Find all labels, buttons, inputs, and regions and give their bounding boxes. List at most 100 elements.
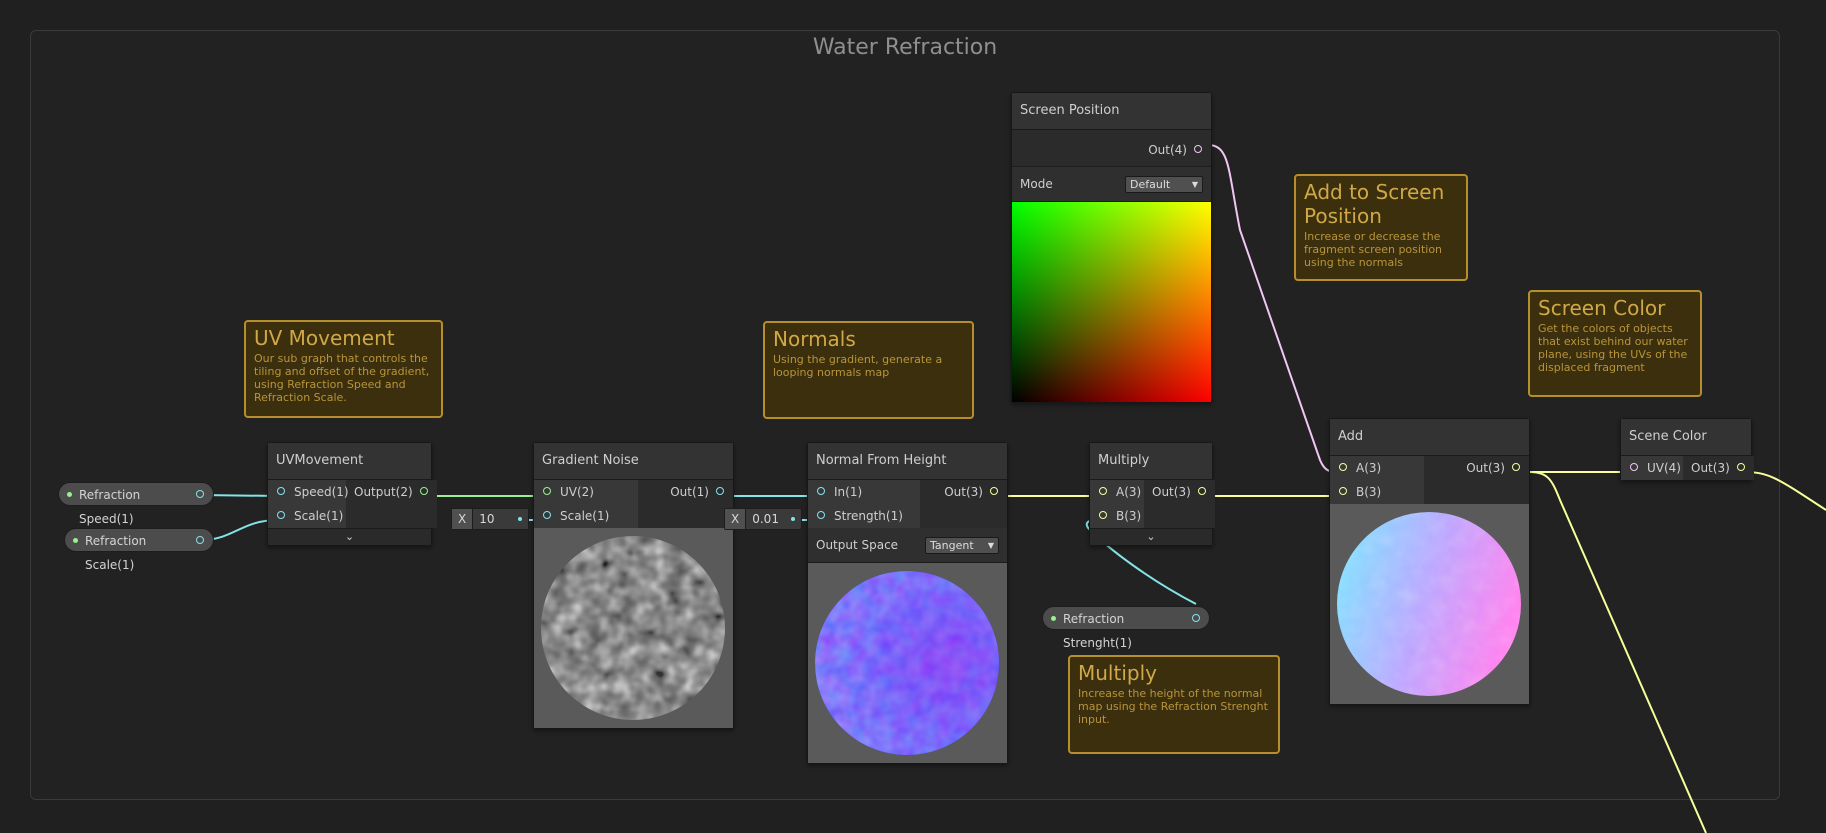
chevron-down-icon[interactable]: ⌄ <box>268 528 431 545</box>
sticky-screen-color[interactable]: Screen Color Get the colors of objects t… <box>1528 290 1702 397</box>
port-dot-icon[interactable] <box>277 511 285 519</box>
property-label: Refraction Strenght(1) <box>1063 612 1132 650</box>
output-port[interactable]: Out(3) <box>920 480 1007 504</box>
port-dot-icon[interactable] <box>1736 463 1745 471</box>
property-output-port[interactable] <box>196 536 204 544</box>
port-label: UV(2) <box>560 485 594 499</box>
property-dot <box>73 538 78 543</box>
port-label: Out(3) <box>944 485 983 499</box>
sticky-title[interactable]: Normals <box>773 327 856 351</box>
sticky-title[interactable]: Multiply <box>1078 661 1157 685</box>
port-dot-icon[interactable] <box>1099 487 1107 495</box>
port-label: Out(3) <box>1691 461 1730 475</box>
sticky-normals[interactable]: Normals Using the gradient, generate a l… <box>763 321 974 419</box>
port-dot-icon[interactable] <box>1339 463 1347 471</box>
port-dot-icon[interactable] <box>716 487 724 495</box>
mode-dropdown[interactable]: Default ▼ <box>1125 175 1203 193</box>
inline-axis-label: X <box>452 509 474 529</box>
node-title[interactable]: Multiply <box>1090 443 1212 480</box>
inline-number-field[interactable]: 10 <box>479 512 495 526</box>
normal-sphere-preview <box>815 571 999 755</box>
node-scene-color[interactable]: Scene Color UV(4) Out(3) <box>1620 418 1754 481</box>
property-label: Refraction Scale(1) <box>85 534 147 572</box>
port-label: Scale(1) <box>560 509 610 523</box>
node-title[interactable]: Add <box>1330 419 1529 456</box>
sticky-multiply[interactable]: Multiply Increase the height of the norm… <box>1068 655 1280 754</box>
port-dot-icon[interactable] <box>1512 463 1520 471</box>
node-title[interactable]: Gradient Noise <box>534 443 733 480</box>
port-label: In(1) <box>834 485 863 499</box>
sticky-body[interactable]: Get the colors of objects that exist beh… <box>1538 322 1688 374</box>
property-output-port[interactable] <box>196 490 204 498</box>
input-port-scale[interactable]: Scale(1) <box>534 504 638 528</box>
node-gradient-noise[interactable]: Gradient Noise UV(2) Scale(1) Out(1) <box>533 442 734 729</box>
port-label: Out(3) <box>1152 485 1191 499</box>
property-output-port[interactable] <box>1192 614 1200 622</box>
port-dot-icon[interactable] <box>1339 487 1347 495</box>
output-port[interactable]: Out(4) <box>1012 138 1211 162</box>
property-refraction-speed[interactable]: Refraction Speed(1) <box>58 482 214 526</box>
input-port-scale[interactable]: Scale(1) <box>268 504 346 528</box>
property-refraction-strength[interactable]: Refraction Strenght(1) <box>1042 606 1210 650</box>
input-port-b[interactable]: B(3) <box>1330 480 1424 504</box>
sticky-uv-movement[interactable]: UV Movement Our sub graph that controls … <box>244 320 443 418</box>
port-dot-icon[interactable] <box>1630 463 1638 471</box>
group-title[interactable]: Water Refraction <box>812 35 998 60</box>
port-dot-icon[interactable] <box>1197 487 1206 495</box>
port-dot-icon[interactable] <box>277 487 285 495</box>
input-port-b[interactable]: B(3) <box>1090 504 1144 528</box>
port-label: B(3) <box>1356 485 1382 499</box>
inline-port-dot <box>518 517 522 521</box>
port-dot-icon[interactable] <box>990 487 998 495</box>
sticky-body[interactable]: Increase the height of the normal map us… <box>1078 687 1268 726</box>
sticky-body[interactable]: Our sub graph that controls the tiling a… <box>254 352 430 404</box>
output-port[interactable]: Out(3) <box>1144 480 1215 504</box>
inline-scale-value[interactable]: X 10 <box>451 508 529 530</box>
port-dot-icon[interactable] <box>817 511 825 519</box>
output-port[interactable]: Output(2) <box>346 480 437 504</box>
input-port-speed[interactable]: Speed(1) <box>268 480 349 504</box>
port-label: Speed(1) <box>294 485 349 499</box>
input-port-a[interactable]: A(3) <box>1090 480 1144 504</box>
output-port[interactable]: Out(3) <box>1683 456 1754 480</box>
noise-sphere-preview <box>541 536 725 720</box>
node-screen-position[interactable]: Screen Position Out(4) Mode Default ▼ <box>1011 92 1212 403</box>
output-port[interactable]: Out(1) <box>638 480 733 504</box>
port-dot-icon[interactable] <box>419 487 428 495</box>
port-dot-icon[interactable] <box>543 511 551 519</box>
input-port-in[interactable]: In(1) <box>808 480 920 504</box>
input-port-uv[interactable]: UV(2) <box>534 480 638 504</box>
node-uvmovement[interactable]: UVMovement Speed(1) Scale(1) Output(2) ⌄ <box>267 442 437 546</box>
input-port-strength[interactable]: Strength(1) <box>808 504 920 528</box>
node-title[interactable]: Screen Position <box>1012 93 1211 130</box>
port-label: Scale(1) <box>294 509 344 523</box>
input-port-a[interactable]: A(3) <box>1330 456 1424 480</box>
node-normal-from-height[interactable]: Normal From Height In(1) Strength(1) Out… <box>807 442 1008 764</box>
chevron-down-icon[interactable]: ⌄ <box>1090 528 1212 545</box>
sticky-body[interactable]: Using the gradient, generate a looping n… <box>773 353 943 379</box>
input-port-uv[interactable]: UV(4) <box>1621 456 1683 480</box>
port-label: Strength(1) <box>834 509 903 523</box>
node-title[interactable]: Normal From Height <box>808 443 1007 480</box>
sticky-title[interactable]: Add to Screen Position <box>1304 180 1445 228</box>
sticky-title[interactable]: UV Movement <box>254 326 395 350</box>
port-dot-icon[interactable] <box>543 487 551 495</box>
output-space-dropdown[interactable]: Tangent ▼ <box>925 536 999 554</box>
property-label: Refraction Speed(1) <box>79 488 141 526</box>
port-dot-icon[interactable] <box>817 487 825 495</box>
inline-number-field[interactable]: 0.01 <box>752 512 779 526</box>
node-title[interactable]: Scene Color <box>1621 419 1751 456</box>
sticky-body[interactable]: Increase or decrease the fragment screen… <box>1304 230 1443 269</box>
port-label: A(3) <box>1356 461 1382 475</box>
sticky-title[interactable]: Screen Color <box>1538 296 1666 320</box>
inline-port-dot <box>791 517 795 521</box>
output-port[interactable]: Out(3) <box>1424 456 1529 480</box>
property-refraction-scale[interactable]: Refraction Scale(1) <box>64 528 214 572</box>
node-multiply[interactable]: Multiply A(3) B(3) Out(3) ⌄ <box>1089 442 1215 546</box>
inline-strength-value[interactable]: X 0.01 <box>724 508 802 530</box>
port-dot-icon[interactable] <box>1194 145 1202 153</box>
port-dot-icon[interactable] <box>1099 511 1107 519</box>
node-add[interactable]: Add A(3) B(3) Out(3) <box>1329 418 1530 705</box>
sticky-add-screen-position[interactable]: Add to Screen Position Increase or decre… <box>1294 174 1468 281</box>
node-title[interactable]: UVMovement <box>268 443 431 480</box>
